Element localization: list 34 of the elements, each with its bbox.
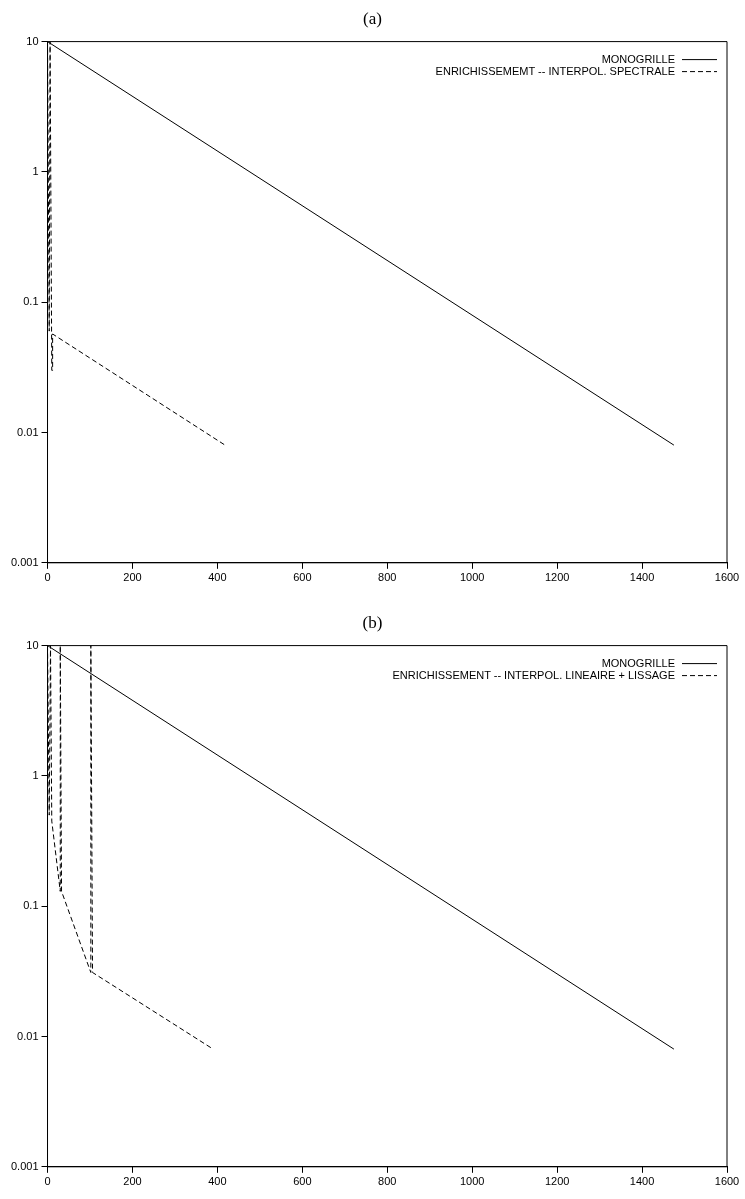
y-tick-label: 1	[32, 164, 39, 177]
x-tick-label: 600	[293, 571, 312, 584]
x-tick-label: 0	[44, 1175, 51, 1188]
x-tick-label: 1600	[714, 571, 740, 584]
x-tick-label: 1400	[629, 1175, 655, 1188]
x-tick-label: 0	[44, 571, 51, 584]
x-tick-label: 1000	[459, 571, 485, 584]
x-tick-label: 200	[123, 1175, 142, 1188]
y-tick-label: 0.01	[17, 1029, 39, 1042]
legend-label: ENRICHISSEMEMT -- INTERPOL. SPECTRALE	[435, 64, 675, 77]
legend-label: MONOGRILLE	[601, 656, 675, 669]
x-tick-label: 400	[208, 1175, 227, 1188]
x-tick-label: 1400	[629, 571, 655, 584]
x-tick-label: 1600	[714, 1175, 740, 1188]
x-tick-label: 800	[378, 1175, 397, 1188]
x-tick-label: 1200	[544, 1175, 570, 1188]
y-tick-label: 0.001	[11, 1159, 39, 1172]
y-tick-label: 0.1	[23, 899, 39, 912]
chart-title: (a)	[362, 8, 383, 30]
y-tick-label: 10	[26, 34, 39, 47]
chart-title: (b)	[361, 612, 384, 634]
x-tick-label: 400	[208, 571, 227, 584]
x-tick-label: 200	[123, 571, 142, 584]
legend-label: MONOGRILLE	[601, 52, 675, 65]
y-tick-label: 0.001	[11, 555, 39, 568]
y-tick-label: 0.1	[23, 295, 39, 308]
y-tick-label: 10	[26, 638, 39, 651]
x-tick-label: 600	[293, 1175, 312, 1188]
x-tick-label: 800	[378, 571, 397, 584]
legend-label: ENRICHISSEMENT -- INTERPOL. LINEAIRE + LISSAGE	[392, 668, 675, 681]
x-tick-label: 1200	[544, 571, 570, 584]
y-tick-label: 0.01	[17, 425, 39, 438]
y-tick-label: 1	[32, 768, 39, 781]
x-tick-label: 1000	[459, 1175, 485, 1188]
